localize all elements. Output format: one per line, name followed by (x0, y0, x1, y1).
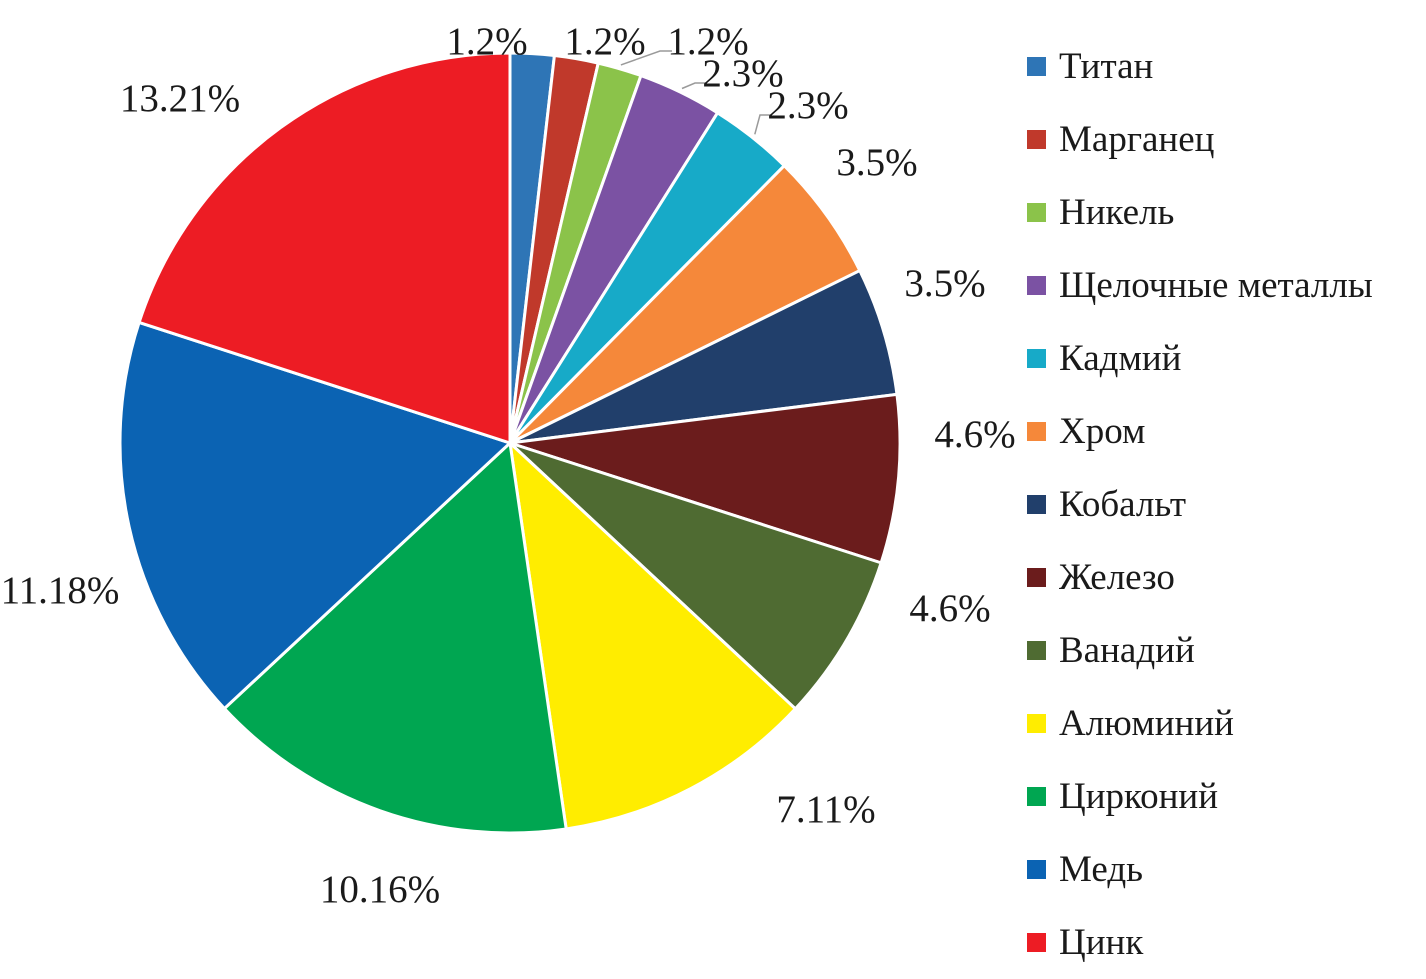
legend-label: Ванадий (1059, 630, 1195, 671)
data-label: 4.6% (909, 587, 990, 630)
legend-label: Кадмий (1059, 338, 1182, 379)
pie-slice-цинк (137, 51, 512, 445)
leader-lines (620, 50, 772, 135)
legend-swatch (1027, 787, 1046, 806)
legend-item: Марганец (1027, 103, 1373, 176)
leader-line (681, 82, 707, 90)
legend-item: Железо (1027, 541, 1373, 614)
pie-chart: 1.2% 1.2% 1.2%2.3%2.3%3.5%3.5%4.6%4.6%7.11… (1, 20, 1016, 911)
data-label: 13.21% (120, 77, 240, 120)
legend-label: Марганец (1059, 119, 1215, 160)
data-label: 7.11% (776, 788, 875, 831)
legend-swatch (1027, 641, 1046, 660)
legend-label: Цирконий (1059, 776, 1219, 817)
legend-swatch (1027, 422, 1046, 441)
legend-label: Никель (1059, 192, 1175, 233)
legend-item: Титан (1027, 30, 1373, 103)
legend-swatch (1027, 568, 1046, 587)
data-label: 1.2% (667, 20, 748, 63)
data-label: 2.3% (702, 52, 783, 95)
pie-slice-железо (508, 392, 902, 565)
data-label: 3.5% (836, 141, 917, 184)
data-labels: 1.2% 1.2% 1.2%2.3%2.3%3.5%3.5%4.6%4.6%7.11… (1, 20, 1016, 911)
legend-item: Алюминий (1027, 687, 1373, 760)
legend-swatch (1027, 933, 1046, 952)
data-label: 3.5% (904, 262, 985, 305)
legend-label: Железо (1059, 557, 1175, 598)
legend-swatch (1027, 860, 1046, 879)
legend-label: Титан (1059, 46, 1154, 87)
legend-swatch (1027, 349, 1046, 368)
legend-item: Хром (1027, 395, 1373, 468)
data-label: 2.3% (767, 84, 848, 127)
pie-slice-цирконий (222, 441, 568, 835)
pie-slice-медь (118, 320, 512, 711)
legend-label: Цинк (1059, 922, 1144, 963)
leader-line (754, 114, 772, 135)
legend-swatch (1027, 714, 1046, 733)
data-label: 4.6% (934, 413, 1015, 456)
data-label: 1.2% (564, 20, 645, 63)
legend-label: Кобальт (1059, 484, 1187, 525)
legend-item: Кадмий (1027, 322, 1373, 395)
pie-slice-алюминий (508, 441, 797, 831)
data-label: 10.16% (320, 868, 440, 911)
legend-swatch (1027, 57, 1046, 76)
legend-item: Кобальт (1027, 468, 1373, 541)
legend-swatch (1027, 203, 1046, 222)
data-label: 11.18% (1, 569, 120, 612)
legend-item: Цирконий (1027, 760, 1373, 833)
legend-label: Алюминий (1059, 703, 1234, 744)
data-label: 1.2% (446, 20, 527, 63)
legend: Титан Марганец Никель Щелочные металлы Кадми… (1027, 30, 1373, 979)
legend-label: Медь (1059, 849, 1144, 890)
legend-swatch (1027, 495, 1046, 514)
legend-item: Никель (1027, 176, 1373, 249)
legend-label: Хром (1059, 411, 1146, 452)
pie-slice-ванадий (508, 441, 883, 711)
legend-swatch (1027, 276, 1046, 295)
pie-slices (118, 51, 902, 835)
legend-item: Медь (1027, 833, 1373, 906)
leader-line (620, 50, 672, 66)
legend-swatch (1027, 130, 1046, 149)
legend-label: Щелочные металлы (1059, 265, 1373, 306)
legend-item: Щелочные металлы (1027, 249, 1373, 322)
legend-item: Ванадий (1027, 614, 1373, 687)
legend-item: Цинк (1027, 906, 1373, 979)
